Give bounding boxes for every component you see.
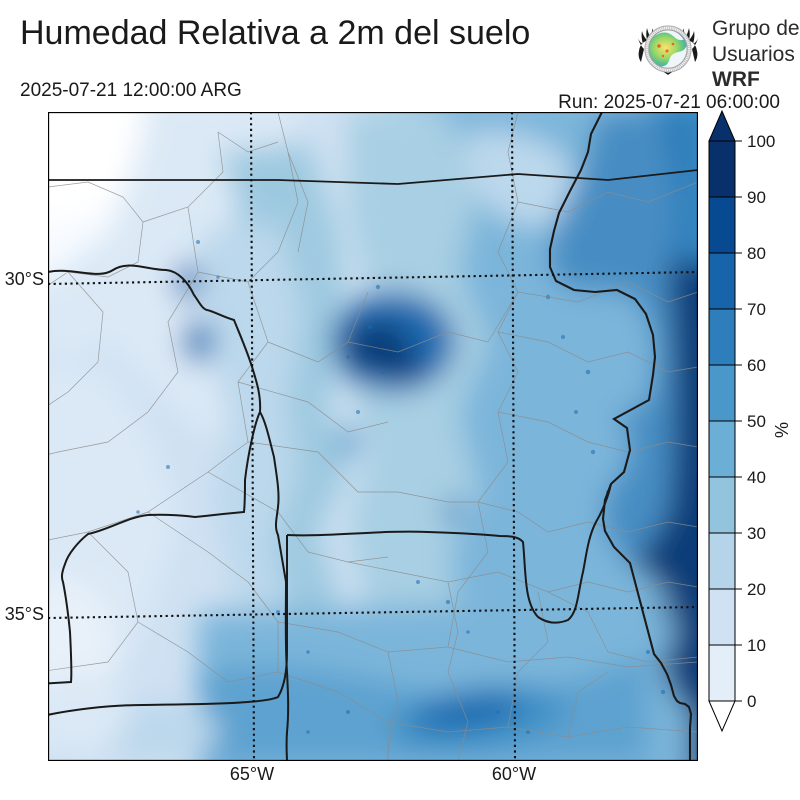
svg-text:50: 50 bbox=[747, 412, 766, 431]
svg-text:80: 80 bbox=[747, 244, 766, 263]
svg-text:100: 100 bbox=[747, 132, 775, 151]
svg-text:20: 20 bbox=[747, 580, 766, 599]
svg-text:0: 0 bbox=[747, 692, 756, 711]
svg-text:90: 90 bbox=[747, 188, 766, 207]
svg-text:%: % bbox=[772, 422, 792, 438]
svg-text:40: 40 bbox=[747, 468, 766, 487]
svg-text:60: 60 bbox=[747, 356, 766, 375]
svg-text:70: 70 bbox=[747, 300, 766, 319]
svg-text:30: 30 bbox=[747, 524, 766, 543]
svg-text:10: 10 bbox=[747, 636, 766, 655]
